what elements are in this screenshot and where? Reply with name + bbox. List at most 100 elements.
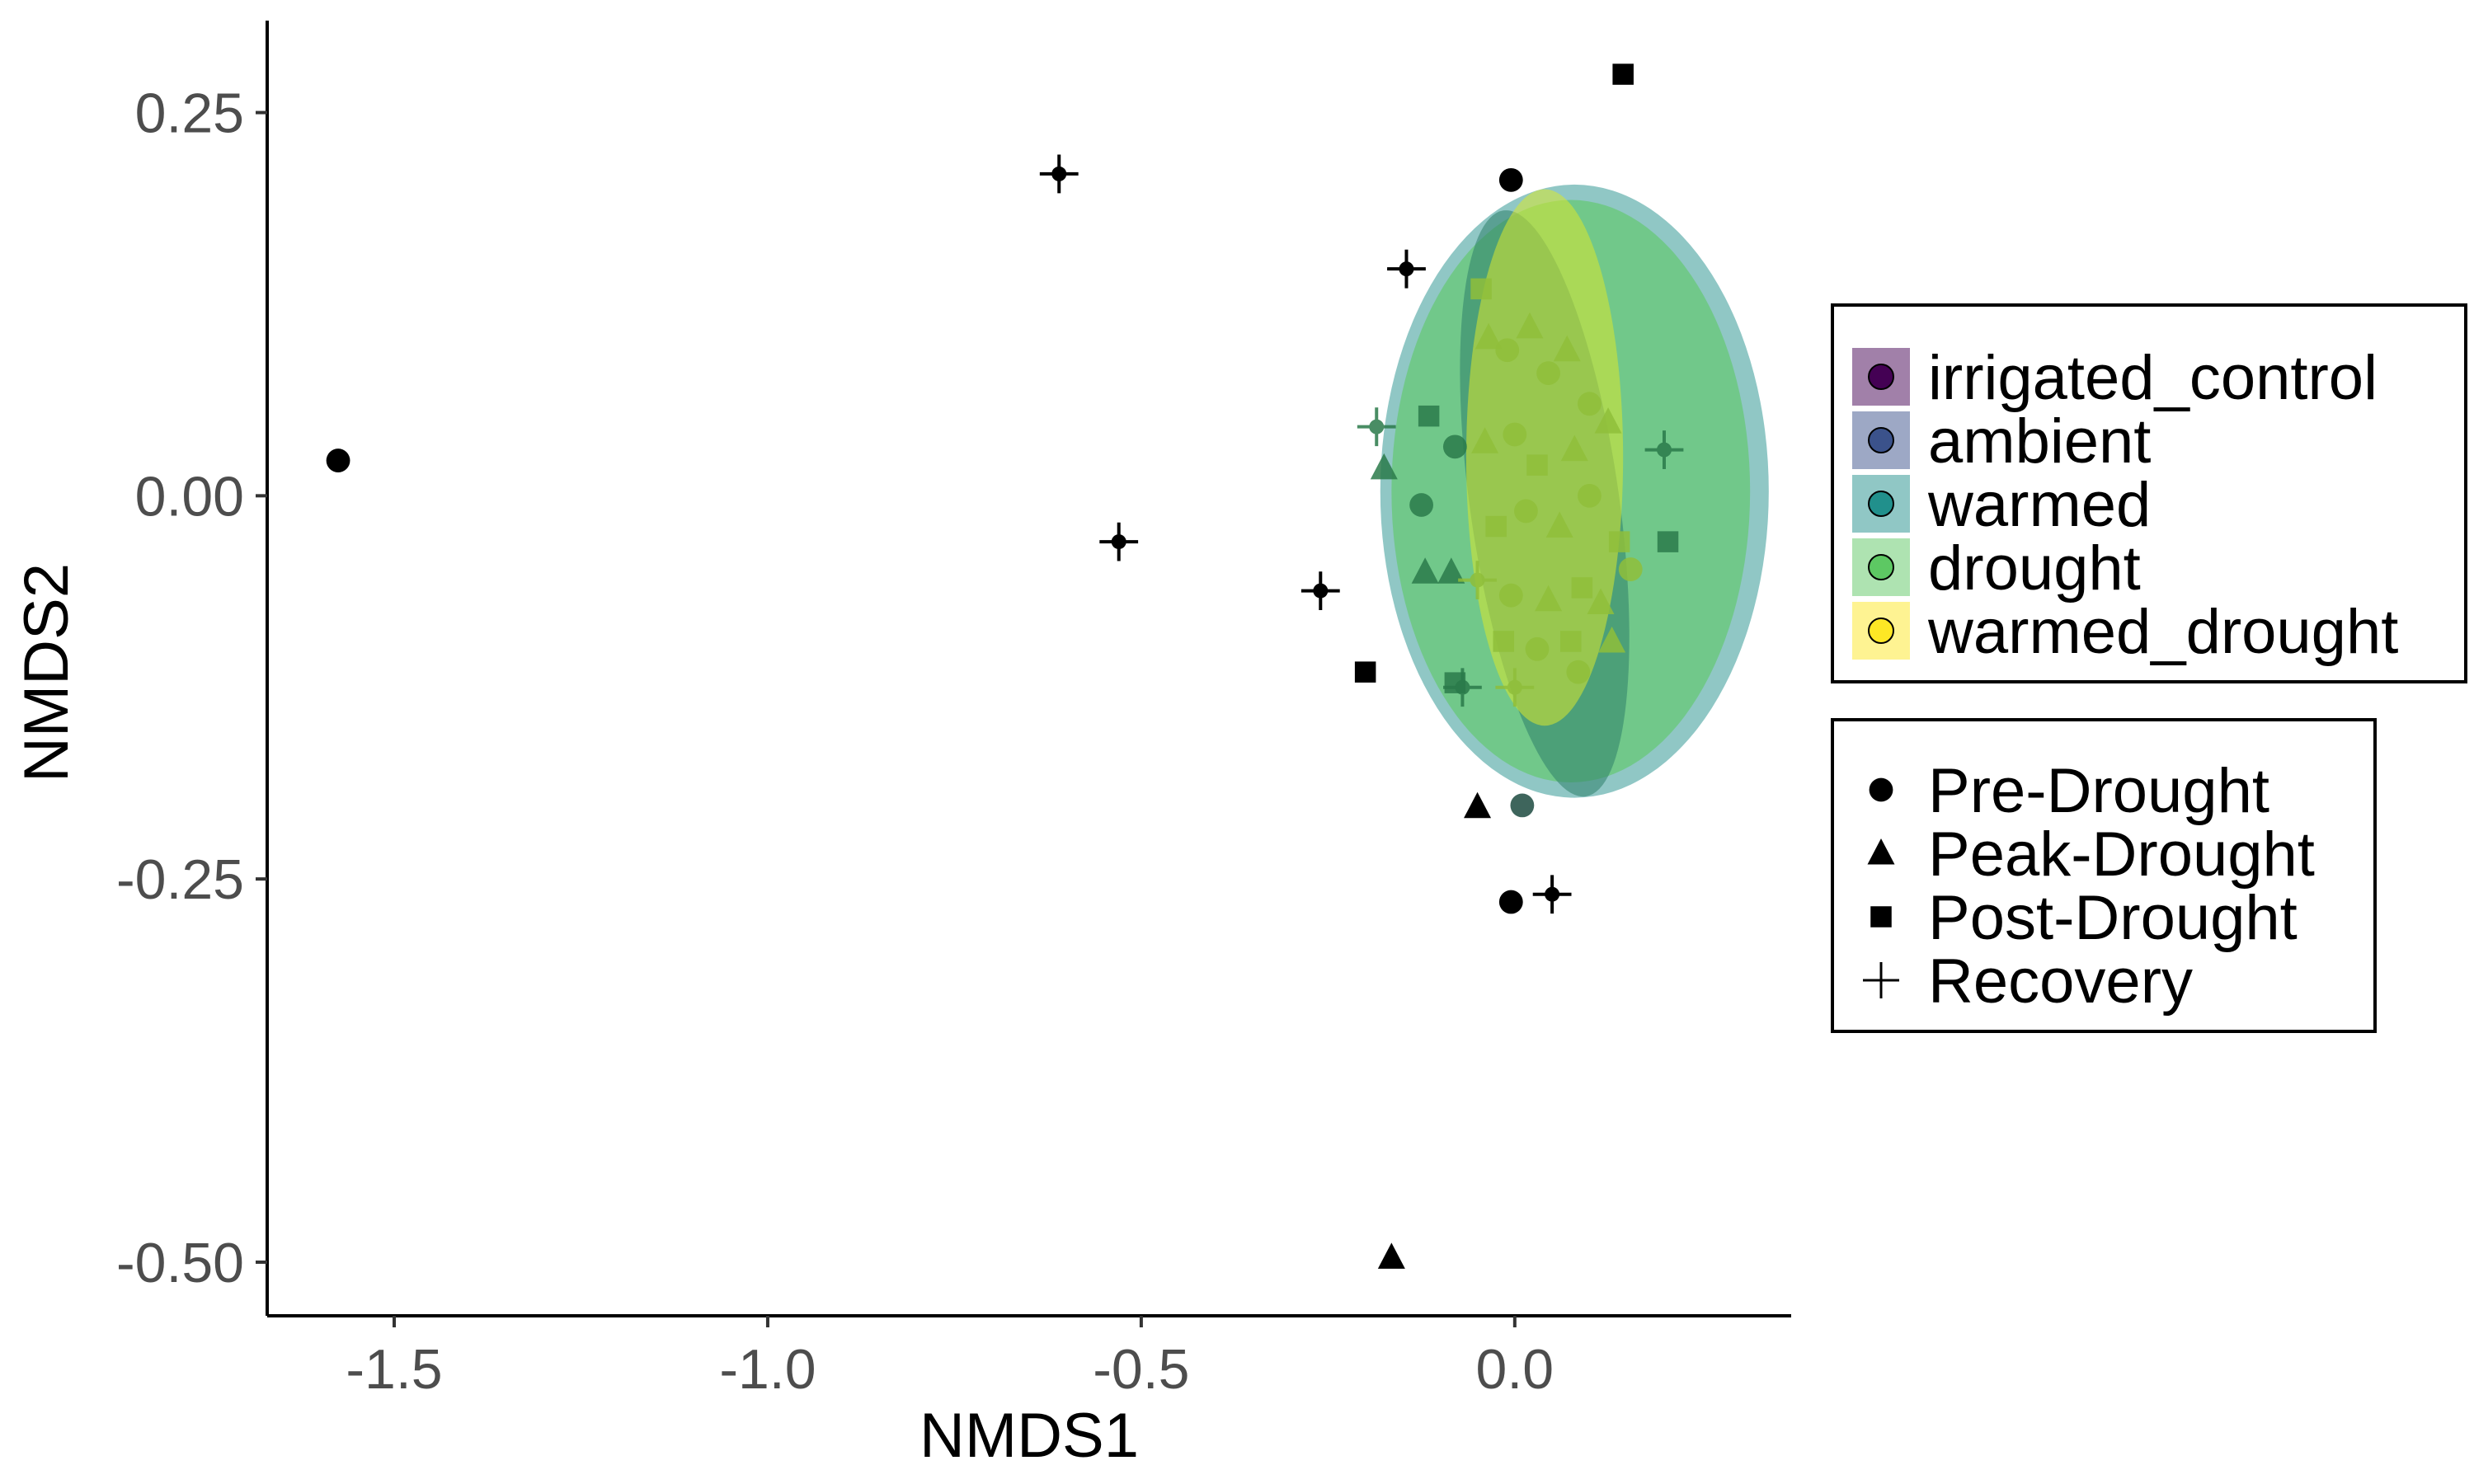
legend-timepoint-items: Pre-DroughtPeak-DroughtPost-DroughtRecov…	[1863, 756, 2315, 1017]
data-point-square-glyph	[1485, 515, 1507, 538]
data-point-circle-glyph	[1566, 660, 1591, 684]
data-point-triangle	[1437, 557, 1465, 584]
data-point-triangle	[1464, 791, 1492, 819]
data-point-circle-glyph	[1514, 499, 1538, 524]
data-point-circle-glyph	[1536, 361, 1560, 386]
legend-item-ambient: ambient	[1852, 406, 2151, 477]
data-point-plus	[1300, 571, 1340, 611]
y-axis-title: NMDS2	[12, 563, 82, 782]
data-point-plus	[1099, 522, 1139, 561]
legend-item-irrigated_control: irrigated_control	[1852, 343, 2378, 413]
data-point-circle	[1495, 338, 1520, 363]
data-point-circle	[1510, 793, 1535, 818]
data-point-plus	[1443, 668, 1482, 707]
legend-label: Pre-Drought	[1928, 756, 2269, 826]
data-point-plus-dot	[1111, 534, 1126, 550]
legend-key-square	[1870, 906, 1892, 928]
data-point-circle	[1618, 557, 1643, 581]
legend-key-circle	[1868, 491, 1894, 517]
ellipse-layer	[1380, 184, 1769, 798]
data-point-circle-glyph	[1498, 167, 1523, 192]
data-point-circle	[1503, 422, 1527, 447]
data-point-circle-glyph	[1578, 483, 1602, 508]
data-point-circle-glyph	[1409, 493, 1433, 517]
data-point-triangle-glyph	[1377, 1242, 1405, 1269]
data-point-triangle	[1475, 322, 1503, 350]
data-point-triangle	[1516, 312, 1544, 339]
data-point-triangle	[1411, 557, 1439, 584]
data-point-plus-dot	[1470, 572, 1485, 588]
data-point-square-glyph	[1608, 531, 1630, 552]
x-axis-title: NMDS1	[920, 1401, 1139, 1471]
data-point-circle-glyph	[1525, 636, 1550, 661]
legend-label: warmed	[1927, 470, 2151, 540]
data-point-circle-glyph	[1510, 793, 1535, 818]
legend-label: Recovery	[1928, 946, 2193, 1017]
legend-key-circle-glyph	[1869, 777, 1893, 802]
point-layer	[326, 63, 1684, 1269]
data-point-triangle-glyph	[1370, 453, 1398, 480]
legend-key-circle	[1869, 777, 1893, 802]
data-point-square-glyph	[1571, 577, 1593, 599]
legend-item-peak-drought: Peak-Drought	[1867, 819, 2315, 890]
data-point-triangle	[1545, 511, 1573, 538]
data-point-square	[1485, 515, 1507, 538]
data-point-circle-glyph	[326, 448, 350, 472]
data-point-plus-dot	[1455, 679, 1470, 695]
data-point-square-glyph	[1560, 631, 1582, 652]
data-point-plus	[1644, 430, 1684, 469]
data-point-triangle-glyph	[1516, 312, 1544, 339]
data-point-square	[1470, 278, 1492, 300]
data-point-plus	[1532, 875, 1572, 914]
data-point-circle	[1498, 890, 1523, 914]
legend-item-pre-drought: Pre-Drought	[1869, 756, 2269, 826]
legend-key-circle	[1868, 554, 1894, 580]
data-point-square	[1571, 577, 1593, 599]
data-point-triangle	[1535, 585, 1563, 612]
data-point-circle	[1442, 434, 1467, 459]
legend-treatment-items: irrigated_controlambientwarmeddroughtwar…	[1852, 343, 2398, 667]
data-point-circle	[1536, 361, 1560, 386]
data-point-square	[1493, 631, 1514, 652]
x-tick-label: -1.0	[719, 1338, 816, 1401]
data-point-triangle	[1560, 434, 1588, 462]
data-point-plus	[1357, 407, 1396, 447]
data-point-plus	[1495, 668, 1535, 707]
data-point-circle	[1409, 493, 1433, 517]
legend-key-circle	[1868, 427, 1894, 453]
data-point-square-glyph	[1612, 63, 1634, 85]
data-point-triangle	[1377, 1242, 1405, 1269]
x-tick-label: -0.5	[1093, 1338, 1189, 1401]
data-point-plus-dot	[1051, 166, 1067, 181]
data-point-plus-dot	[1313, 583, 1329, 599]
data-point-circle	[1498, 583, 1523, 608]
y-tick-label: 0.25	[135, 82, 244, 145]
data-point-square-glyph	[1418, 405, 1440, 427]
data-point-plus-dot	[1399, 261, 1414, 277]
y-tick-label: -0.25	[116, 848, 244, 911]
legend-key-triangle	[1867, 838, 1895, 865]
x-tick-label: -1.5	[346, 1338, 442, 1401]
data-point-plus-dot	[1369, 419, 1385, 434]
data-point-triangle-glyph	[1464, 791, 1492, 819]
data-point-square-glyph	[1493, 631, 1514, 652]
legend-label: ambient	[1928, 406, 2151, 477]
data-point-triangle	[1598, 626, 1626, 653]
data-point-square	[1560, 631, 1582, 652]
legend-treatment: irrigated_controlambientwarmeddroughtwar…	[1831, 303, 2467, 683]
data-point-square	[1657, 531, 1679, 552]
data-point-circle-glyph	[1498, 890, 1523, 914]
data-point-triangle-glyph	[1545, 511, 1573, 538]
legend-key-square-glyph	[1870, 906, 1892, 928]
data-point-triangle	[1594, 407, 1622, 434]
legend-item-post-drought: Post-Drought	[1870, 883, 2298, 953]
data-point-triangle-glyph	[1553, 335, 1581, 362]
x-tick-label: 0.0	[1476, 1338, 1554, 1401]
axes	[266, 21, 1791, 1317]
data-point-circle	[1514, 499, 1538, 524]
data-point-triangle-glyph	[1471, 427, 1499, 453]
data-point-square	[1354, 661, 1376, 683]
data-point-circle	[1525, 636, 1550, 661]
data-point-triangle-glyph	[1535, 585, 1563, 612]
